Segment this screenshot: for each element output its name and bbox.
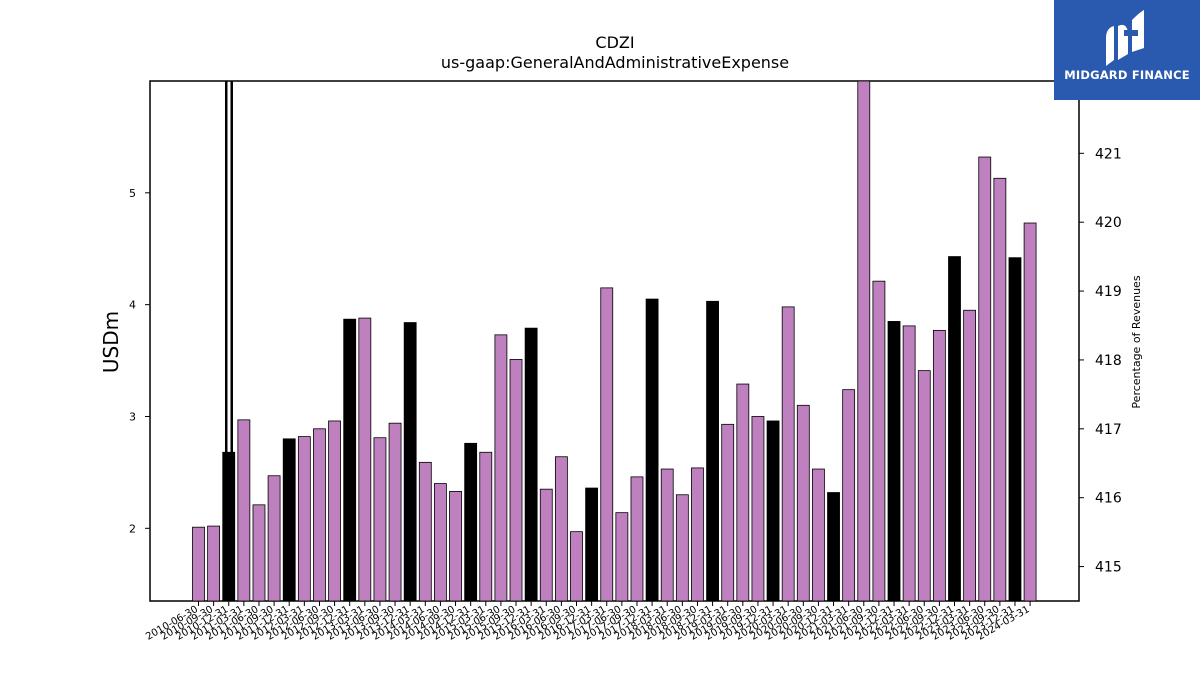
bar-2013-12-31	[403, 322, 417, 602]
bar-2015-06-30	[494, 334, 508, 602]
bar-2019-06-30	[736, 383, 750, 602]
bar-2016-06-30	[554, 456, 568, 602]
bar-2013-03-31	[358, 317, 372, 602]
y2-axis-ticks: 415 416 417 418 419 420 421	[1079, 146, 1122, 576]
y2-tick-label: 420	[1095, 215, 1122, 231]
bar-2016-03-31	[539, 488, 553, 602]
bar-2017-06-30	[615, 512, 629, 602]
bar-2022-12-31	[948, 256, 961, 602]
y-tick-label: 2	[129, 522, 136, 535]
bar-2020-12-31	[827, 492, 840, 602]
bar-2014-03-31	[418, 461, 432, 602]
brand-logo: MIDGARD FINANCE	[1054, 0, 1200, 100]
bar-2021-06-30	[857, 80, 871, 602]
bar-2021-03-31	[842, 389, 856, 602]
bar-2023-03-31	[963, 309, 977, 602]
y2-tick-label: 419	[1095, 284, 1122, 300]
y2-tick-label: 421	[1095, 146, 1122, 162]
bar-2024-03-31	[1023, 222, 1037, 602]
logo-text: MIDGARD FINANCE	[1064, 68, 1190, 82]
plot-frame	[149, 80, 1080, 602]
chart-title: CDZI	[595, 33, 634, 52]
bar-2015-09-30	[509, 359, 523, 602]
plot-area: 2010-06-302010-09-302010-12-312011-03-31…	[129, 80, 1122, 643]
bar-2013-06-30	[373, 437, 387, 602]
bar-2020-09-30	[812, 468, 825, 602]
bars	[192, 80, 1037, 602]
bar-2013-09-30	[388, 422, 402, 602]
y-tick-label: 4	[129, 299, 136, 312]
bar-2012-06-30	[313, 428, 326, 602]
bar-2020-03-31	[781, 306, 795, 602]
bar-2018-12-31	[706, 300, 719, 602]
y-tick-label: 5	[129, 187, 136, 200]
bar-2011-12-31	[282, 438, 296, 602]
bar-2022-06-30	[917, 370, 931, 602]
y2-tick-label: 417	[1095, 422, 1122, 438]
bar-2017-12-31	[645, 298, 659, 602]
bar-2012-09-30	[328, 420, 341, 602]
bar-2010-09-30	[207, 525, 221, 602]
bar-2023-12-31	[1008, 257, 1022, 602]
bar-2021-12-31	[887, 321, 901, 602]
y2-tick-label: 415	[1095, 560, 1122, 576]
y2-axis-label: Percentage of Revenues	[1130, 275, 1143, 408]
bar-2010-12-31	[222, 451, 236, 602]
x-axis-ticks: 2010-06-302010-09-302010-12-312011-03-31…	[144, 601, 1032, 643]
bar-2011-06-30	[252, 504, 266, 602]
y-axis-label: USDm	[99, 311, 123, 373]
bar-2017-09-30	[630, 476, 644, 602]
y2-tick-label: 416	[1095, 491, 1122, 507]
bar-2023-09-30	[993, 177, 1007, 602]
bar-2011-09-30	[267, 475, 281, 602]
bar-2019-12-31	[766, 420, 780, 602]
bar-2016-09-30	[570, 531, 583, 602]
y-tick-label: 3	[129, 410, 136, 423]
bar-2023-06-30	[978, 156, 992, 602]
bar-2012-12-31	[343, 318, 357, 602]
bar-2018-09-30	[691, 467, 704, 602]
bar-2018-03-31	[660, 468, 674, 602]
annotation-spikes	[224, 81, 233, 453]
bar-2015-03-31	[479, 451, 493, 602]
bar-2014-06-30	[434, 483, 447, 602]
bar-2016-12-31	[585, 487, 599, 602]
bar-2019-09-30	[751, 416, 765, 602]
midgard-logo-icon	[1106, 10, 1144, 66]
bar-2019-03-31	[721, 423, 735, 602]
bar-2020-06-30	[796, 404, 810, 602]
y2-tick-label: 418	[1095, 353, 1122, 369]
bar-2015-12-31	[524, 327, 538, 602]
bar-2017-03-31	[600, 287, 614, 602]
bar-2021-09-30	[872, 280, 886, 602]
y-axis-ticks: 2 3 4 5	[129, 187, 150, 535]
bar-2011-03-31	[237, 419, 251, 602]
bar-2022-03-31	[902, 325, 916, 602]
chart-subtitle: us-gaap:GeneralAndAdministrativeExpense	[441, 53, 789, 72]
bar-2014-12-31	[464, 442, 478, 602]
bar-2012-03-31	[297, 436, 311, 602]
bar-2010-06-30	[192, 526, 205, 602]
bar-2018-06-30	[675, 494, 689, 602]
bar-2014-09-30	[449, 491, 462, 602]
bar-2022-09-30	[932, 329, 946, 602]
